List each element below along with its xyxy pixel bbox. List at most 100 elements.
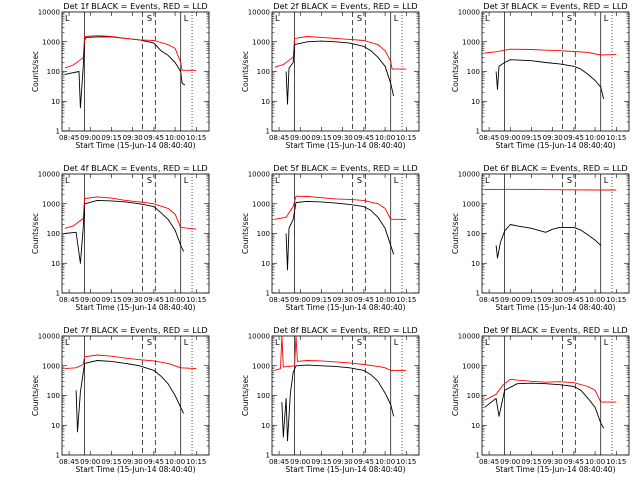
x-tick-label: 10:00 <box>375 296 395 304</box>
x-tick-label: 09:15 <box>521 458 541 466</box>
x-tick-label: 10:00 <box>165 458 185 466</box>
y-tick-label: 1 <box>476 290 480 298</box>
x-axis-label: Start Time (15-Jun-14 08:40:40) <box>496 141 616 150</box>
plot-frame <box>271 173 420 294</box>
x-axis-label: Start Time (15-Jun-14 08:40:40) <box>496 465 616 474</box>
events-series-line <box>495 224 602 259</box>
x-tick-label: 09:45 <box>564 296 584 304</box>
x-tick-label: 09:00 <box>290 296 310 304</box>
y-tick-label: 10000 <box>458 9 480 17</box>
marker-letter: L <box>275 175 280 185</box>
x-tick-label: 09:45 <box>354 134 374 142</box>
y-tick-label: 10000 <box>248 333 270 341</box>
y-axis-label: Counts/sec <box>451 213 460 254</box>
plot-frame <box>61 11 210 132</box>
x-tick-label: 10:00 <box>165 134 185 142</box>
marker-letter: S <box>147 337 152 347</box>
x-tick-label: 09:45 <box>144 458 164 466</box>
y-axis-label: Counts/sec <box>31 213 40 254</box>
y-tick-label: 1000 <box>42 38 60 46</box>
events-series-line <box>285 200 395 271</box>
x-tick-label: 08:45 <box>269 296 289 304</box>
x-tick-label: 09:15 <box>101 296 121 304</box>
lld-series-line <box>64 196 197 230</box>
x-tick-label: 10:15 <box>396 296 416 304</box>
x-tick-label: 09:00 <box>500 458 520 466</box>
marker-letter: L <box>65 13 70 23</box>
panel-title: Det 9f BLACK = Events, RED = LLD <box>483 325 627 335</box>
marker-letter: L <box>485 337 490 347</box>
y-tick-label: 100 <box>467 68 480 76</box>
lld-series-line <box>484 378 617 403</box>
y-tick-label: 1000 <box>42 200 60 208</box>
events-series-line <box>281 364 395 442</box>
x-tick-label: 10:00 <box>585 458 605 466</box>
y-tick-label: 1000 <box>42 362 60 370</box>
y-axis-label: Counts/sec <box>241 375 250 416</box>
x-tick-label: 09:30 <box>543 134 563 142</box>
marker-letter: L <box>275 13 280 23</box>
y-tick-label: 1 <box>476 452 480 460</box>
x-tick-label: 09:30 <box>123 134 143 142</box>
y-tick-label: 1 <box>56 290 60 298</box>
panel-title: Det 2f BLACK = Events, RED = LLD <box>273 1 417 11</box>
x-tick-label: 09:30 <box>123 296 143 304</box>
x-tick-label: 10:15 <box>606 458 626 466</box>
x-tick-label: 09:15 <box>101 134 121 142</box>
x-tick-label: 08:45 <box>479 134 499 142</box>
x-tick-label: 09:15 <box>521 296 541 304</box>
x-tick-label: 08:45 <box>59 458 79 466</box>
x-tick-label: 10:00 <box>165 296 185 304</box>
y-tick-label: 100 <box>257 68 270 76</box>
marker-letter: L <box>604 337 609 347</box>
x-tick-label: 10:15 <box>186 134 206 142</box>
y-tick-label: 100 <box>257 230 270 238</box>
y-axis-label: Counts/sec <box>241 213 250 254</box>
panel-title: Det 6f BLACK = Events, RED = LLD <box>483 163 627 173</box>
x-tick-label: 10:00 <box>375 458 395 466</box>
plot-frame <box>271 11 420 132</box>
x-axis-label: Start Time (15-Jun-14 08:40:40) <box>286 465 406 474</box>
y-tick-label: 10000 <box>248 9 270 17</box>
y-tick-label: 1000 <box>462 200 480 208</box>
marker-letter: L <box>485 13 490 23</box>
marker-letter: L <box>394 175 399 185</box>
x-tick-label: 09:45 <box>144 296 164 304</box>
panel-title: Det 7f BLACK = Events, RED = LLD <box>63 325 207 335</box>
x-tick-label: 08:45 <box>269 458 289 466</box>
y-tick-label: 10000 <box>38 171 60 179</box>
marker-letter: L <box>485 175 490 185</box>
lld-series-line <box>64 35 197 71</box>
x-axis-label: Start Time (15-Jun-14 08:40:40) <box>76 303 196 312</box>
marker-letter: L <box>394 337 399 347</box>
x-tick-label: 09:45 <box>354 296 374 304</box>
marker-letter: L <box>184 337 189 347</box>
x-tick-label: 09:30 <box>543 458 563 466</box>
marker-letter: L <box>184 13 189 23</box>
y-axis-label: Counts/sec <box>31 51 40 92</box>
y-tick-label: 1 <box>266 128 270 136</box>
marker-letter: S <box>357 175 362 185</box>
y-tick-label: 100 <box>257 392 270 400</box>
x-tick-label: 09:30 <box>333 296 353 304</box>
events-series-line <box>495 59 605 100</box>
y-axis-label: Counts/sec <box>241 51 250 92</box>
x-tick-label: 09:15 <box>311 134 331 142</box>
x-axis-label: Start Time (15-Jun-14 08:40:40) <box>76 141 196 150</box>
x-tick-label: 09:00 <box>500 134 520 142</box>
y-tick-label: 1 <box>476 128 480 136</box>
y-tick-label: 10000 <box>458 333 480 341</box>
y-tick-label: 10 <box>471 260 480 268</box>
marker-letter: L <box>394 13 399 23</box>
panel-title: Det 3f BLACK = Events, RED = LLD <box>483 1 627 11</box>
panel-title: Det 8f BLACK = Events, RED = LLD <box>273 325 417 335</box>
events-series-line <box>64 199 185 264</box>
marker-letter: L <box>275 337 280 347</box>
panel-det-2: Det 2f BLACK = Events, RED = LLD 08:45 09:… <box>241 1 420 150</box>
x-tick-label: 09:15 <box>311 296 331 304</box>
x-tick-label: 08:45 <box>269 134 289 142</box>
